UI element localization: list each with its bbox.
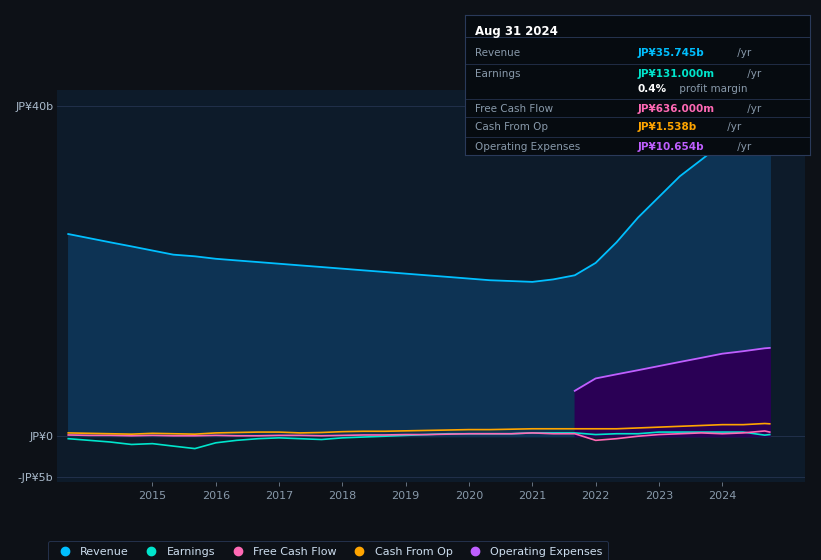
Text: /yr: /yr xyxy=(744,104,761,114)
Text: Operating Expenses: Operating Expenses xyxy=(475,142,580,152)
Text: Cash From Op: Cash From Op xyxy=(475,122,548,132)
Text: JP¥1.538b: JP¥1.538b xyxy=(637,122,697,132)
Text: /yr: /yr xyxy=(734,142,751,152)
Text: profit margin: profit margin xyxy=(677,84,748,94)
Text: Free Cash Flow: Free Cash Flow xyxy=(475,104,553,114)
Text: JP¥131.000m: JP¥131.000m xyxy=(637,69,714,79)
Text: /yr: /yr xyxy=(724,122,741,132)
Text: JP¥10.654b: JP¥10.654b xyxy=(637,142,704,152)
Text: Aug 31 2024: Aug 31 2024 xyxy=(475,25,558,38)
Text: /yr: /yr xyxy=(744,69,761,79)
Text: /yr: /yr xyxy=(734,48,751,58)
Text: 0.4%: 0.4% xyxy=(637,84,667,94)
Text: JP¥35.745b: JP¥35.745b xyxy=(637,48,704,58)
Text: JP¥636.000m: JP¥636.000m xyxy=(637,104,714,114)
Legend: Revenue, Earnings, Free Cash Flow, Cash From Op, Operating Expenses: Revenue, Earnings, Free Cash Flow, Cash … xyxy=(48,541,608,560)
Text: Earnings: Earnings xyxy=(475,69,521,79)
Text: Revenue: Revenue xyxy=(475,48,521,58)
